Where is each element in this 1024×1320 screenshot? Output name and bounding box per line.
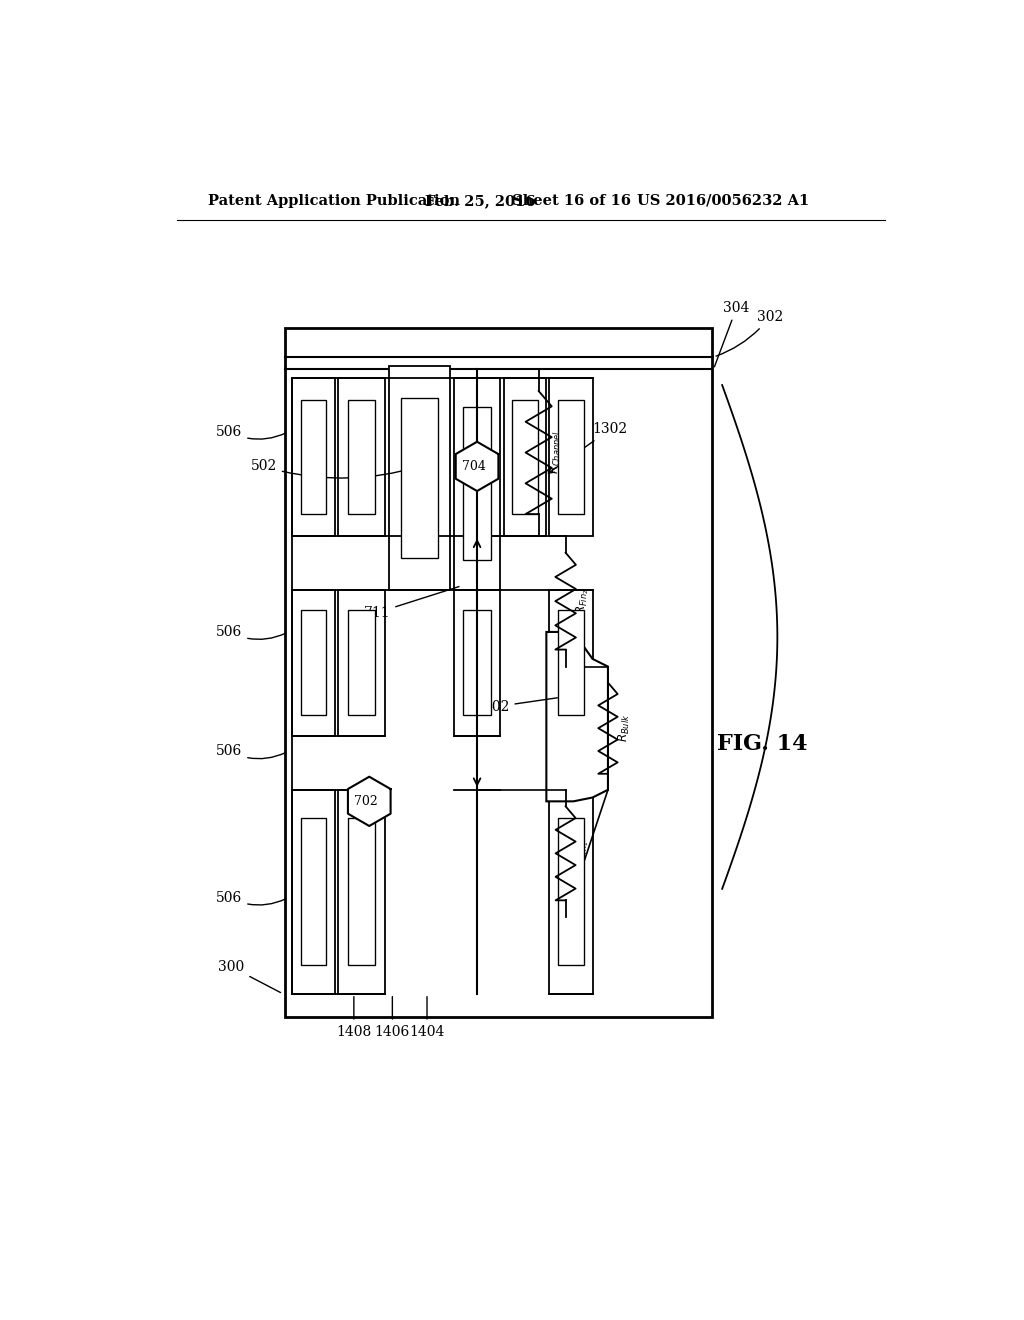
Bar bbox=[558, 818, 584, 965]
Polygon shape bbox=[348, 776, 390, 826]
Text: $R_{Bulk}$: $R_{Bulk}$ bbox=[617, 714, 632, 742]
Text: 1408: 1408 bbox=[336, 997, 372, 1039]
Text: 304: 304 bbox=[715, 301, 750, 367]
Bar bbox=[292, 789, 335, 994]
Text: Patent Application Publication: Patent Application Publication bbox=[208, 194, 460, 207]
Bar bbox=[550, 590, 593, 737]
Bar bbox=[339, 590, 385, 737]
Bar bbox=[348, 610, 376, 715]
Bar bbox=[454, 590, 500, 737]
Text: 506: 506 bbox=[216, 425, 286, 440]
Text: 506: 506 bbox=[216, 744, 286, 759]
Text: $R_{Fin_1}$: $R_{Fin_1}$ bbox=[574, 841, 592, 866]
Text: 1302: 1302 bbox=[549, 422, 628, 473]
Text: 506: 506 bbox=[216, 891, 286, 906]
Bar bbox=[292, 590, 335, 737]
Bar bbox=[550, 378, 593, 536]
Bar bbox=[558, 610, 584, 715]
Bar bbox=[463, 610, 490, 715]
Bar bbox=[550, 789, 593, 994]
Text: US 2016/0056232 A1: US 2016/0056232 A1 bbox=[637, 194, 809, 207]
Text: 302: 302 bbox=[716, 310, 782, 356]
Bar bbox=[558, 400, 584, 513]
Bar bbox=[400, 397, 438, 558]
Text: 300: 300 bbox=[218, 960, 281, 993]
Text: 506: 506 bbox=[216, 624, 286, 639]
Text: FIG. 14: FIG. 14 bbox=[717, 733, 807, 755]
Bar bbox=[388, 367, 451, 590]
Bar bbox=[285, 327, 712, 1016]
Text: $R_{Fin_2}$: $R_{Fin_2}$ bbox=[574, 589, 592, 614]
Bar bbox=[301, 818, 326, 965]
Bar bbox=[512, 400, 538, 513]
Text: 1406: 1406 bbox=[375, 997, 410, 1039]
Text: Feb. 25, 2016: Feb. 25, 2016 bbox=[425, 194, 536, 207]
Text: 704: 704 bbox=[462, 459, 486, 473]
Bar bbox=[454, 378, 500, 590]
Bar bbox=[504, 378, 547, 536]
Bar bbox=[348, 400, 376, 513]
Text: 502: 502 bbox=[251, 459, 417, 478]
Bar bbox=[463, 408, 490, 560]
Bar bbox=[339, 789, 385, 994]
Bar bbox=[348, 818, 376, 965]
Text: $R_{Channel}$: $R_{Channel}$ bbox=[548, 430, 563, 474]
Text: 711: 711 bbox=[364, 586, 459, 619]
Bar bbox=[301, 400, 326, 513]
Polygon shape bbox=[456, 442, 499, 491]
Polygon shape bbox=[547, 632, 608, 801]
Text: 1404: 1404 bbox=[410, 997, 444, 1039]
Bar bbox=[292, 378, 335, 536]
Bar bbox=[301, 610, 326, 715]
Text: 702: 702 bbox=[354, 795, 378, 808]
Text: Sheet 16 of 16: Sheet 16 of 16 bbox=[512, 194, 632, 207]
Bar bbox=[339, 378, 385, 536]
Text: 402: 402 bbox=[483, 698, 557, 714]
